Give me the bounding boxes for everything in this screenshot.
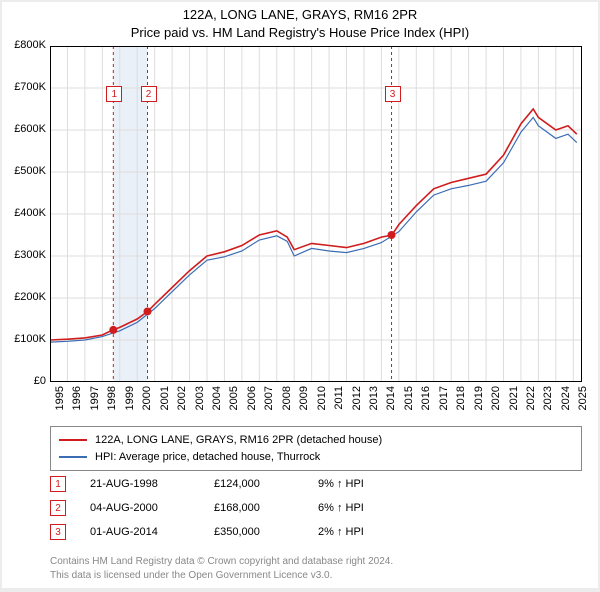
x-axis-tick: 1996 [71,386,83,426]
y-axis-tick: £100K [2,333,46,345]
x-axis-tick: 2000 [141,386,153,426]
y-axis-tick: £500K [2,165,46,177]
x-axis-tick: 2011 [333,386,345,426]
events-table: 1 21-AUG-1998 £124,000 9% ↑ HPI 2 04-AUG-2000… [50,472,582,544]
legend-box: 122A, LONG LANE, GRAYS, RM16 2PR (detach… [50,426,582,471]
x-axis-tick: 2006 [246,386,258,426]
event-price: £168,000 [214,502,294,514]
x-axis-tick: 1998 [106,386,118,426]
x-axis-tick: 2022 [525,386,537,426]
event-marker: 1 [50,476,66,492]
y-axis-tick: £600K [2,123,46,135]
event-date: 04-AUG-2000 [90,502,190,514]
x-axis-tick: 2005 [228,386,240,426]
event-row: 1 21-AUG-1998 £124,000 9% ↑ HPI [50,472,582,496]
x-axis-tick: 1999 [124,386,136,426]
event-date: 21-AUG-1998 [90,478,190,490]
chart-svg [50,46,582,382]
y-axis-tick: £0 [2,375,46,387]
chart-title-line1: 122A, LONG LANE, GRAYS, RM16 2PR [2,6,598,24]
x-axis-tick: 2002 [176,386,188,426]
y-axis-tick: £700K [2,81,46,93]
event-price: £350,000 [214,526,294,538]
y-axis-tick: £300K [2,249,46,261]
x-axis-tick: 2019 [473,386,485,426]
chart-area [50,46,582,382]
x-axis-tick: 2025 [577,386,589,426]
x-axis-tick: 2012 [351,386,363,426]
event-marker: 3 [50,524,66,540]
legend-item-subject: 122A, LONG LANE, GRAYS, RM16 2PR (detach… [59,432,573,449]
chart-title-line2: Price paid vs. HM Land Registry's House … [2,24,598,42]
x-axis-tick: 2024 [560,386,572,426]
event-marker: 2 [50,500,66,516]
x-axis-tick: 2008 [281,386,293,426]
legend-item-hpi: HPI: Average price, detached house, Thur… [59,449,573,466]
x-axis-tick: 2010 [316,386,328,426]
x-axis-tick: 2016 [420,386,432,426]
legend-label-hpi: HPI: Average price, detached house, Thur… [95,449,320,466]
x-axis-tick: 2014 [385,386,397,426]
x-axis-tick: 2015 [403,386,415,426]
event-date: 01-AUG-2014 [90,526,190,538]
x-axis-tick: 2013 [368,386,380,426]
chart-event-marker: 3 [385,86,401,102]
footer-attribution: Contains HM Land Registry data © Crown c… [50,555,582,582]
event-price: £124,000 [214,478,294,490]
event-row: 3 01-AUG-2014 £350,000 2% ↑ HPI [50,520,582,544]
x-axis-tick: 2007 [263,386,275,426]
x-axis-tick: 2021 [508,386,520,426]
x-axis-tick: 2020 [490,386,502,426]
event-hpi: 6% ↑ HPI [318,502,418,514]
x-axis-tick: 2017 [438,386,450,426]
x-axis-tick: 2018 [455,386,467,426]
event-hpi: 9% ↑ HPI [318,478,418,490]
y-axis-tick: £200K [2,291,46,303]
x-axis-tick: 1995 [54,386,66,426]
chart-title-block: 122A, LONG LANE, GRAYS, RM16 2PR Price p… [2,2,598,42]
footer-line2: This data is licensed under the Open Gov… [50,569,582,583]
x-axis-tick: 2001 [159,386,171,426]
x-axis-tick: 2004 [211,386,223,426]
chart-event-marker: 2 [141,86,157,102]
x-axis-tick: 2009 [298,386,310,426]
y-axis-tick: £800K [2,39,46,51]
x-axis-tick: 2003 [194,386,206,426]
footer-line1: Contains HM Land Registry data © Crown c… [50,555,582,569]
chart-event-marker: 1 [106,86,122,102]
legend-swatch-hpi [59,456,87,458]
event-hpi: 2% ↑ HPI [318,526,418,538]
figure-container: 122A, LONG LANE, GRAYS, RM16 2PR Price p… [2,2,598,588]
event-row: 2 04-AUG-2000 £168,000 6% ↑ HPI [50,496,582,520]
legend-swatch-subject [59,439,87,441]
x-axis-tick: 1997 [89,386,101,426]
y-axis-tick: £400K [2,207,46,219]
x-axis-tick: 2023 [542,386,554,426]
legend-label-subject: 122A, LONG LANE, GRAYS, RM16 2PR (detach… [95,432,382,449]
